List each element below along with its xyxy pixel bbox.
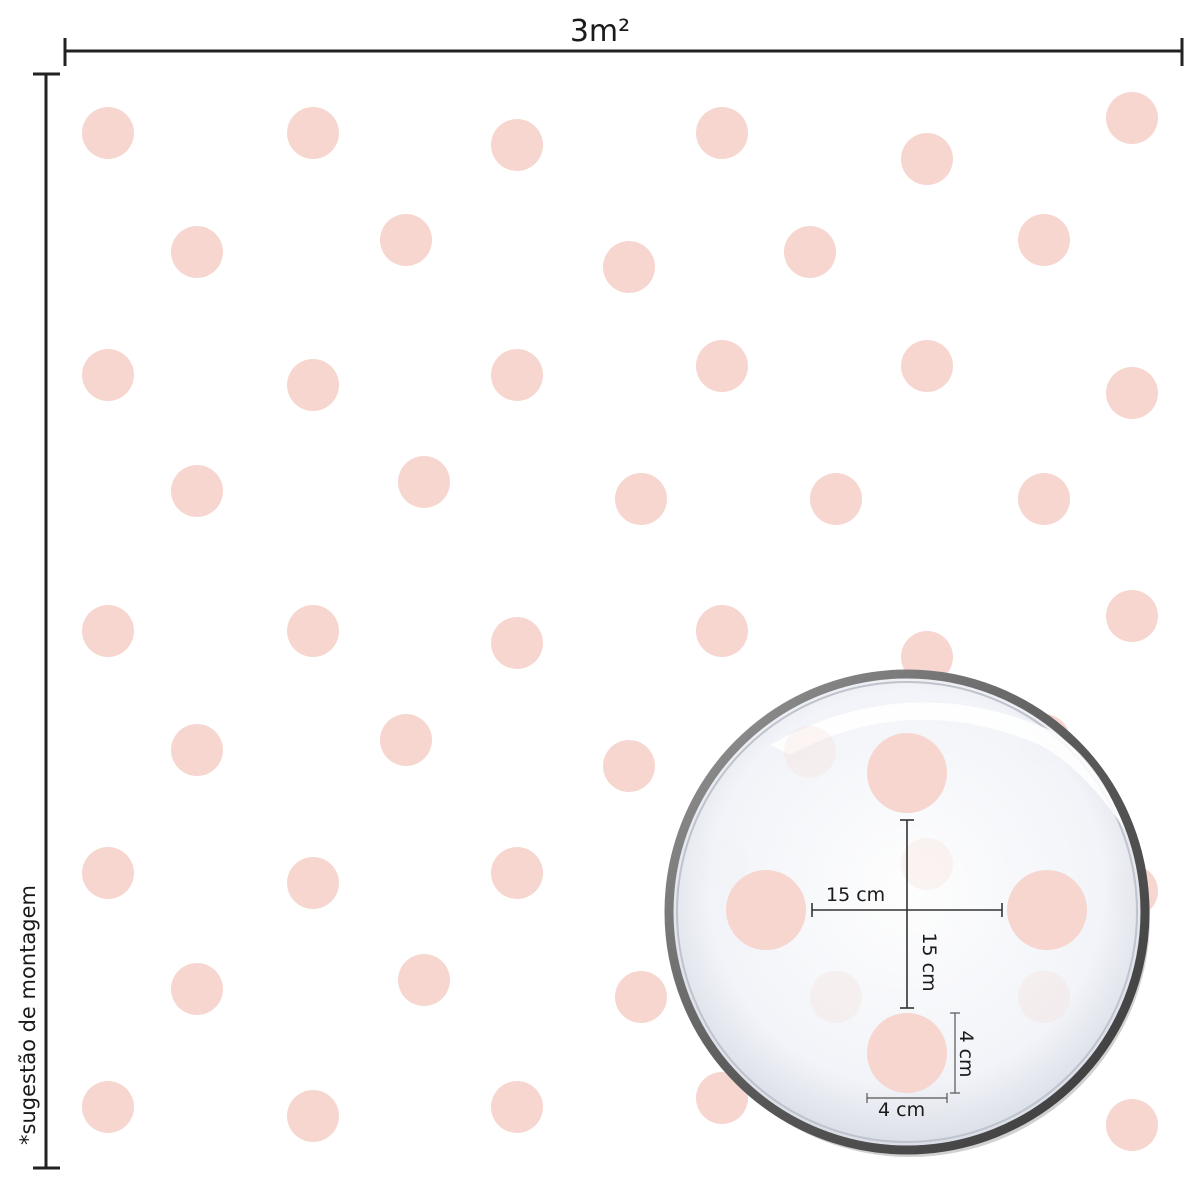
magnifier-lens	[664, 669, 1150, 1157]
lens-inner-rim	[676, 681, 1138, 1143]
polka-dot	[696, 1072, 748, 1124]
polka-dot	[491, 1081, 543, 1133]
polka-dot	[398, 954, 450, 1006]
polka-dot	[615, 473, 667, 525]
magnified-dot	[1007, 870, 1087, 950]
dot-height-label: 4 cm	[955, 1030, 977, 1078]
polka-dot	[287, 107, 339, 159]
faint-dot	[784, 726, 836, 778]
polka-dot	[287, 857, 339, 909]
polka-dot	[398, 456, 450, 508]
polka-dot	[901, 340, 953, 392]
polka-dot	[82, 605, 134, 657]
dot-width-label: 4 cm	[878, 1099, 926, 1121]
polka-dot	[696, 107, 748, 159]
horizontal-spacing-label: 15 cm	[826, 884, 886, 906]
faint-dot	[1018, 971, 1070, 1023]
faint-dot	[901, 838, 953, 890]
polka-dot	[491, 617, 543, 669]
faint-dot	[810, 971, 862, 1023]
polka-dot	[603, 241, 655, 293]
width-dimension-label: 3m²	[569, 14, 631, 49]
polka-dot	[1018, 214, 1070, 266]
polka-dot	[1018, 473, 1070, 525]
polka-dot	[810, 473, 862, 525]
lens-highlight	[770, 702, 1125, 830]
vertical-spacing-label: 15 cm	[918, 932, 940, 992]
polka-dot	[615, 971, 667, 1023]
polka-dot	[1106, 92, 1158, 144]
magnified-dot	[867, 1013, 947, 1093]
polka-dot	[603, 740, 655, 792]
polka-dot	[784, 226, 836, 278]
polka-dot	[287, 1090, 339, 1142]
polka-dot	[1106, 1099, 1158, 1151]
polka-dot	[287, 605, 339, 657]
polka-dot	[82, 349, 134, 401]
dimension-lines	[33, 38, 1184, 1170]
assembly-suggestion-note: *sugestão de montagem	[16, 885, 40, 1145]
polka-dot	[491, 847, 543, 899]
polka-dot	[287, 359, 339, 411]
polka-dot	[901, 133, 953, 185]
polka-dot	[82, 107, 134, 159]
magnified-dot	[867, 733, 947, 813]
polka-dot	[82, 1081, 134, 1133]
polka-dot	[1106, 367, 1158, 419]
polka-dot	[491, 349, 543, 401]
magnified-dot	[726, 870, 806, 950]
polka-dot	[171, 963, 223, 1015]
polka-dot	[171, 724, 223, 776]
polka-dot	[696, 340, 748, 392]
polka-dot	[1106, 590, 1158, 642]
polka-dot	[171, 465, 223, 517]
polka-dot	[491, 119, 543, 171]
polka-dot	[171, 226, 223, 278]
polka-dot	[380, 714, 432, 766]
polka-dot	[82, 847, 134, 899]
polka-dot	[380, 214, 432, 266]
polka-dot	[696, 605, 748, 657]
